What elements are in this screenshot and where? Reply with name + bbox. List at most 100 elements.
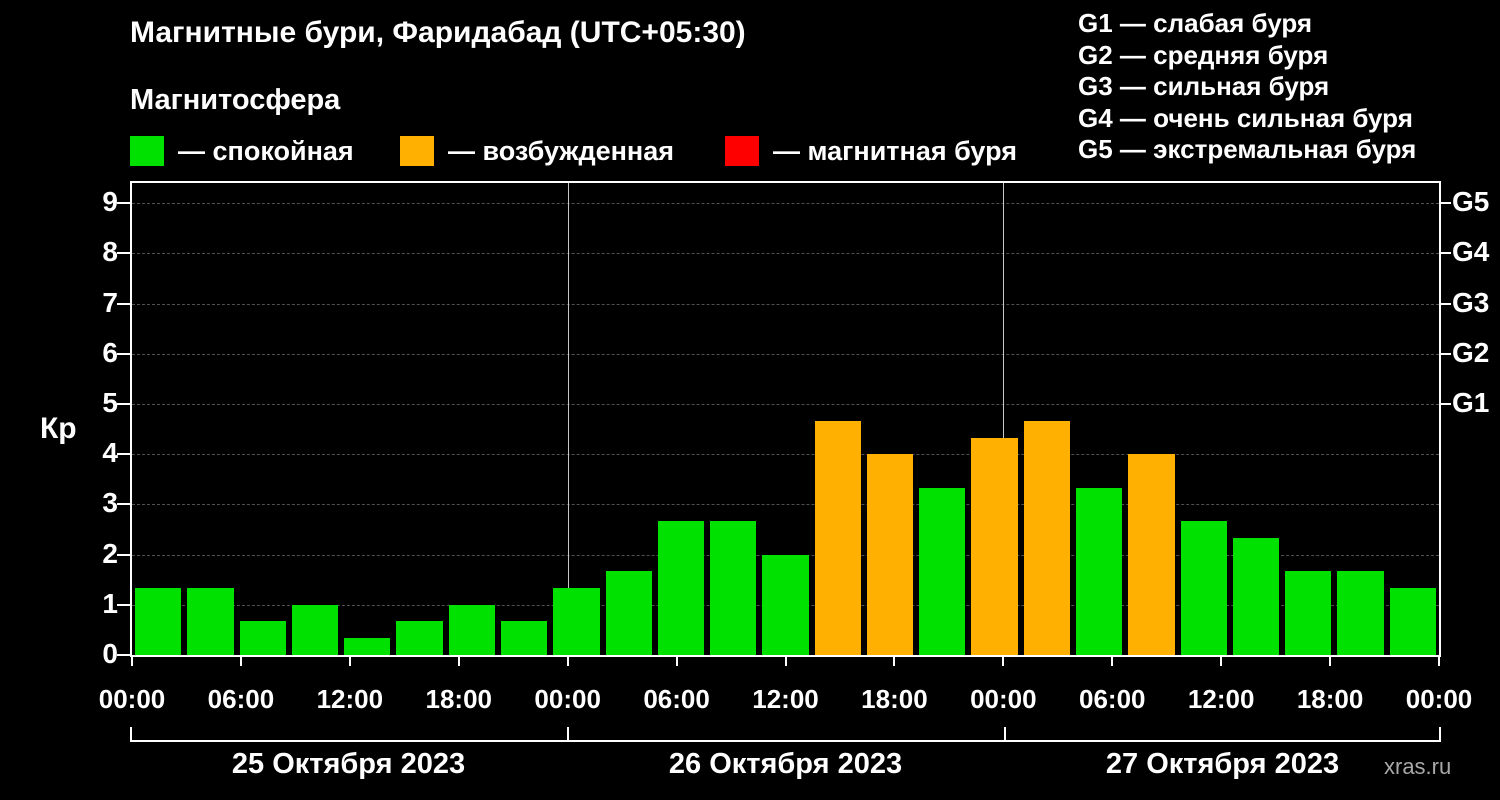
time-tick-label: 12:00 <box>752 684 819 714</box>
kp-bar <box>396 621 443 655</box>
kp-bar <box>135 588 182 655</box>
kp-bar <box>1076 487 1123 655</box>
time-tick-label: 00:00 <box>1405 684 1473 714</box>
legend-label-quiet: — спокойная <box>178 135 354 166</box>
kp-bar <box>291 604 339 655</box>
kp-bar <box>1337 571 1384 655</box>
time-tick-label: 06:00 <box>207 684 275 714</box>
y-axis-tick <box>117 503 130 506</box>
y-axis-tick <box>117 252 130 255</box>
kp-bar <box>1285 571 1332 655</box>
g-axis-tick <box>1441 352 1451 355</box>
day-separator-line <box>1003 183 1005 655</box>
g-scale-label: G1 <box>1452 387 1490 418</box>
legend-item-quiet: — спокойная <box>130 134 354 168</box>
gridline-kp-7 <box>132 303 1439 305</box>
time-tick-label: 00:00 <box>970 684 1037 714</box>
y-axis-tick-label: 3 <box>102 487 118 519</box>
y-axis-tick-label: 9 <box>102 186 118 218</box>
kp-bar <box>866 454 914 655</box>
date-axis-tick <box>1004 727 1006 740</box>
g-scale-label: G4 <box>1452 236 1490 268</box>
kp-bar <box>919 487 966 655</box>
legend-item-excited: — возбужденная <box>400 134 674 168</box>
time-tick-label: 12:00 <box>1187 684 1255 714</box>
plot-area <box>130 181 1441 657</box>
time-axis-tick <box>348 657 351 666</box>
legend-item-storm: — магнитная буря <box>725 134 1017 168</box>
kp-bar <box>657 520 705 655</box>
date-label: 25 Октября 2023 <box>231 748 466 780</box>
kp-axis-label: Кр <box>40 412 77 445</box>
y-axis-tick <box>117 654 130 656</box>
time-axis-tick <box>1438 657 1440 666</box>
kp-bar <box>553 588 600 655</box>
time-axis-tick <box>784 657 787 666</box>
storm-scale-item-g3: G3 — сильная буря <box>1078 71 1330 101</box>
watermark: xras.ru <box>1384 754 1452 779</box>
time-axis-tick <box>239 657 242 666</box>
time-axis-tick <box>1220 657 1223 666</box>
kp-bar <box>344 638 391 655</box>
g-axis-tick <box>1441 403 1451 405</box>
y-axis-tick <box>117 403 130 405</box>
kp-bar <box>500 621 548 655</box>
legend-label-excited: — возбужденная <box>448 135 674 166</box>
g-axis-tick <box>1441 252 1451 255</box>
storm-scale-item-g4: G4 — очень сильная буря <box>1078 102 1413 133</box>
chart-title: Магнитные бури, Фаридабад (UTC+05:30) <box>130 16 746 49</box>
y-axis-tick <box>117 603 130 606</box>
time-tick-label: 18:00 <box>861 684 928 714</box>
legend-label-storm: — магнитная буря <box>773 135 1017 166</box>
time-tick-label: 06:00 <box>1079 684 1146 714</box>
date-label: 26 Октября 2023 <box>668 748 903 780</box>
time-tick-label: 00:00 <box>98 684 166 714</box>
kp-bar <box>448 604 495 655</box>
kp-bar <box>1232 538 1280 655</box>
g-scale-label: G3 <box>1452 286 1490 318</box>
gridline-kp-6 <box>132 353 1439 355</box>
g-scale-label: G2 <box>1452 336 1490 368</box>
y-axis-tick-label: 2 <box>102 537 118 569</box>
kp-bar <box>762 554 809 655</box>
g-axis-tick <box>1441 202 1451 205</box>
kp-bar <box>971 437 1018 655</box>
time-axis-tick <box>457 657 460 666</box>
y-axis-tick-label: 5 <box>102 387 118 418</box>
time-tick-label: 18:00 <box>425 684 493 714</box>
time-axis-tick <box>1111 657 1114 666</box>
time-tick-label: 12:00 <box>316 684 384 714</box>
y-axis-tick-label: 1 <box>102 587 118 619</box>
gridline-kp-3 <box>132 504 1439 506</box>
magnetosphere-label: Магнитосфера <box>130 84 341 116</box>
date-axis-line <box>130 740 1441 742</box>
time-axis-tick <box>1002 657 1005 666</box>
time-axis-tick <box>1329 657 1332 666</box>
y-axis-tick-label: 8 <box>102 236 118 268</box>
legend-swatch-excited-icon <box>400 136 434 166</box>
y-axis-tick-label: 7 <box>102 286 118 318</box>
y-axis-tick <box>117 352 130 355</box>
storm-scale-item-g1: G1 — слабая буря <box>1078 8 1313 38</box>
kp-bar <box>605 571 652 655</box>
gridline-kp-5 <box>132 404 1439 405</box>
y-axis-tick-label: 6 <box>102 336 118 368</box>
date-axis-tick <box>567 727 569 740</box>
kp-bar <box>814 420 861 655</box>
time-tick-label: 18:00 <box>1296 684 1364 714</box>
day-separator-line <box>567 183 569 655</box>
kp-bar <box>1389 588 1436 655</box>
kp-bar <box>1128 454 1175 655</box>
date-label: 27 Октября 2023 <box>1105 748 1340 780</box>
legend-swatch-quiet-icon <box>130 136 164 166</box>
y-axis-tick-label: 0 <box>102 638 118 669</box>
legend-swatch-storm-icon <box>725 136 759 166</box>
kp-bar <box>239 621 286 655</box>
kp-bar <box>1180 520 1227 655</box>
gridline-kp-8 <box>132 253 1439 255</box>
time-tick-label: 06:00 <box>643 684 710 714</box>
g-scale-label: G5 <box>1452 186 1490 218</box>
time-axis-tick <box>566 657 569 666</box>
date-axis-tick <box>130 727 132 740</box>
